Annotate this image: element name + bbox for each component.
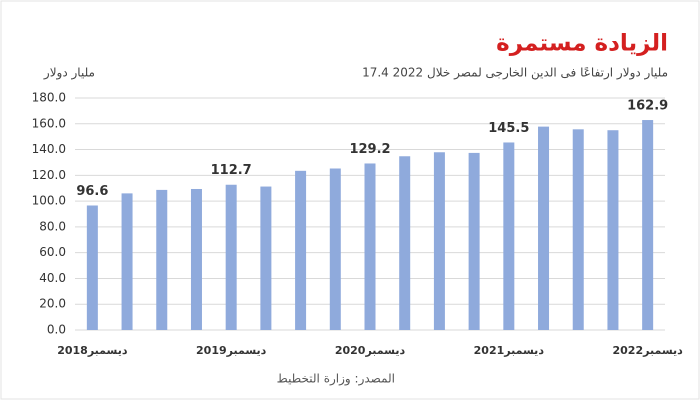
y-tick-label: 180.0 xyxy=(32,91,66,105)
source-note: المصدر: وزارة التخطيط xyxy=(277,372,395,387)
y-tick-label: 100.0 xyxy=(32,194,66,208)
bar xyxy=(295,170,307,330)
y-tick-label: 120.0 xyxy=(32,168,66,182)
bar xyxy=(433,152,445,330)
y-tick-label: 40.0 xyxy=(39,271,66,285)
y-tick-label: 0.0 xyxy=(47,323,66,337)
y-tick-label: 60.0 xyxy=(39,245,66,259)
y-axis-label: مليار دولار xyxy=(43,66,95,81)
bar xyxy=(399,156,411,330)
y-tick-label: 20.0 xyxy=(39,297,66,311)
bar xyxy=(225,184,237,330)
x-tick-label: ديسمبر2022 xyxy=(612,344,683,357)
bar xyxy=(86,205,98,330)
x-tick-label: ديسمبر2020 xyxy=(335,344,406,357)
bar xyxy=(190,188,202,330)
bar xyxy=(642,120,654,330)
bar xyxy=(156,189,168,330)
bar xyxy=(572,129,584,330)
chart-subtitle: 17.4 مليار دولار ارتفاعًا فى الدين الخار… xyxy=(362,66,668,81)
data-label: 162.9 xyxy=(627,99,668,114)
y-tick-label: 160.0 xyxy=(32,116,66,130)
bar xyxy=(121,193,133,330)
y-tick-label: 80.0 xyxy=(39,219,66,233)
bar xyxy=(607,130,619,330)
x-tick-label: ديسمبر2019 xyxy=(196,344,267,357)
data-label: 112.7 xyxy=(211,163,252,178)
bar xyxy=(364,163,376,330)
y-tick-label: 140.0 xyxy=(32,142,66,156)
bar xyxy=(468,152,480,330)
data-label: 129.2 xyxy=(349,142,390,157)
x-tick-label: ديسمبر2021 xyxy=(474,344,545,357)
bar xyxy=(329,168,341,330)
data-label: 96.6 xyxy=(76,184,108,199)
bar xyxy=(538,126,550,330)
bar xyxy=(260,186,272,330)
bar xyxy=(503,142,515,330)
x-tick-label: ديسمبر2018 xyxy=(57,344,128,357)
data-label: 145.5 xyxy=(488,121,529,136)
chart-title: الزيادة مستمرة xyxy=(496,31,668,57)
